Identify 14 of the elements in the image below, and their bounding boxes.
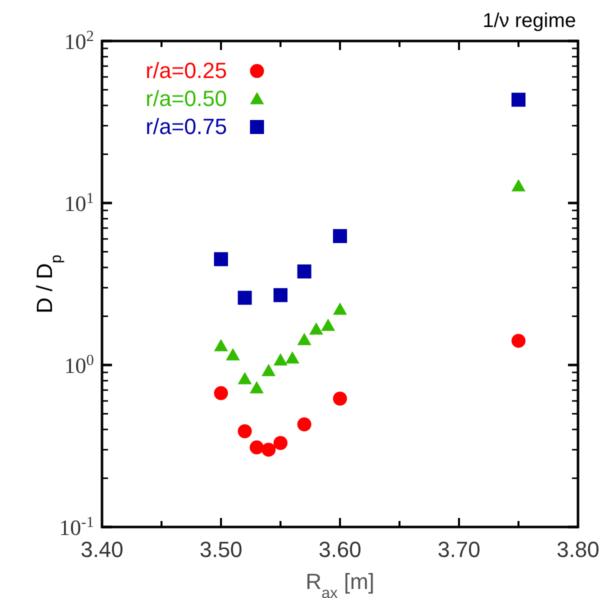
x-axis-title: R$_{ax}$ [m] [306,569,374,598]
y-tick-label: 10$^{-1}$ [59,514,94,540]
x-tick-label: 3.40 [80,537,124,562]
y-tick-label: 10$^{0}$ [64,352,94,378]
x-tick-label: 3.50 [200,537,242,562]
x-tick-label: 3.60 [318,537,362,562]
legend-label: r/a=0.25 [146,58,227,83]
legend-label: r/a=0.75 [146,114,227,139]
legend-label: r/a=0.50 [146,86,227,111]
x-tick-label: 3.80 [556,537,600,562]
x-tick-label: 3.70 [438,537,480,562]
text: 1/ν regime [482,10,576,32]
y-tick-label: 10$^{1}$ [64,190,94,216]
y-tick-label: 10$^{2}$ [64,28,94,54]
